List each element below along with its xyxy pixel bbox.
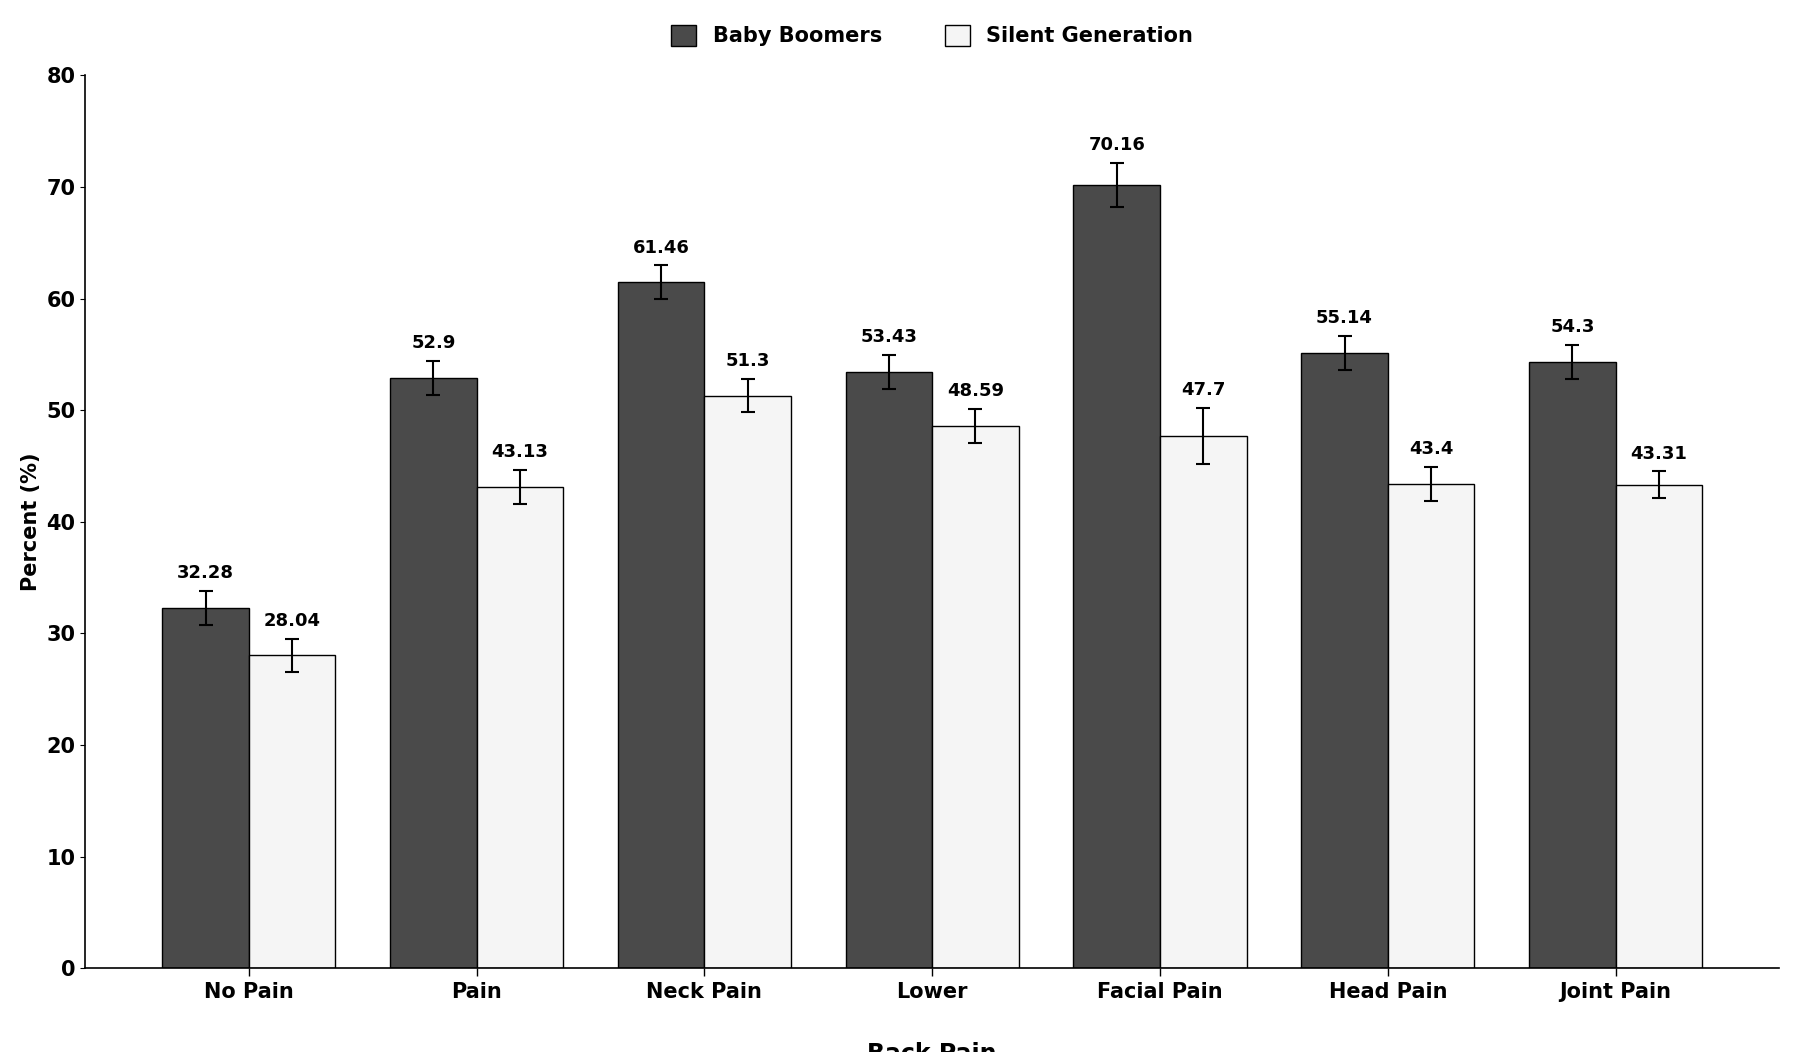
Text: 54.3: 54.3	[1550, 319, 1595, 337]
Text: 53.43: 53.43	[860, 328, 918, 346]
Bar	[391, 378, 477, 969]
Bar	[1388, 484, 1474, 969]
Text: 43.31: 43.31	[1631, 445, 1687, 463]
Text: 43.13: 43.13	[491, 443, 549, 461]
Text: 32.28: 32.28	[176, 564, 234, 583]
Text: 28.04: 28.04	[263, 611, 320, 630]
Bar	[477, 487, 563, 969]
Bar	[162, 608, 248, 969]
Text: 52.9: 52.9	[410, 335, 455, 352]
Y-axis label: Percent (%): Percent (%)	[22, 452, 41, 591]
Bar	[704, 396, 790, 969]
Text: 61.46: 61.46	[632, 239, 689, 257]
Bar	[617, 282, 704, 969]
Text: 43.4: 43.4	[1409, 440, 1453, 459]
Text: 70.16: 70.16	[1089, 136, 1145, 154]
Legend: Baby Boomers, Silent Generation: Baby Boomers, Silent Generation	[661, 14, 1204, 57]
Bar	[932, 426, 1019, 969]
Bar	[1616, 485, 1703, 969]
Bar	[1159, 436, 1247, 969]
Text: 51.3: 51.3	[725, 352, 770, 370]
Text: 48.59: 48.59	[947, 382, 1004, 400]
Text: 55.14: 55.14	[1316, 309, 1373, 327]
Bar	[1528, 362, 1616, 969]
Bar	[1073, 185, 1159, 969]
Bar	[1301, 352, 1388, 969]
Text: 47.7: 47.7	[1181, 381, 1226, 399]
Text: Back Pain: Back Pain	[868, 1043, 997, 1052]
Bar	[248, 655, 335, 969]
Bar	[846, 371, 932, 969]
